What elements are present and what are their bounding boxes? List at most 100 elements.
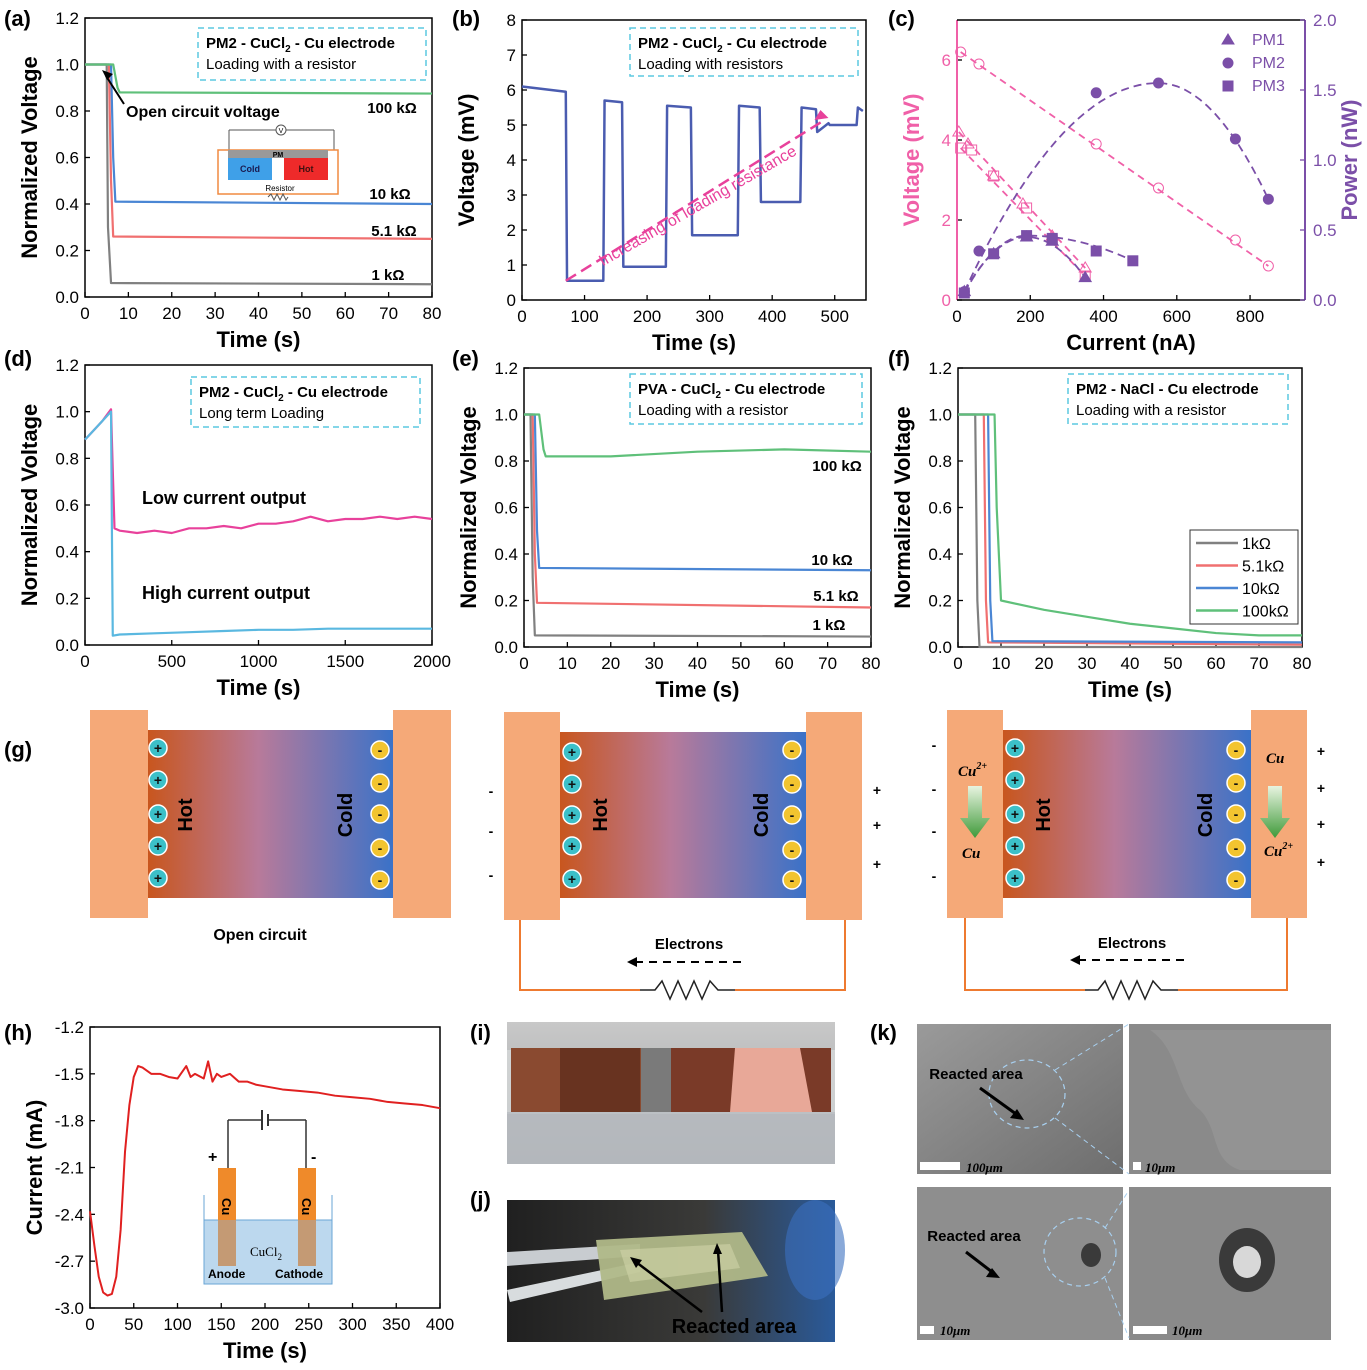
minus-sign: -: [489, 867, 494, 883]
minus-sign: -: [790, 842, 795, 858]
y-tick-label: -3.0: [55, 1299, 84, 1318]
y2-axis-label: Power (nW): [1337, 100, 1362, 221]
y-tick-label: 1: [507, 256, 516, 275]
y-tick-label: 0.0: [55, 288, 79, 307]
cation-icon: [562, 869, 582, 889]
minus-sign: -: [932, 823, 937, 839]
x-tick-label: 250: [295, 1315, 323, 1334]
x-tick-label: 150: [207, 1315, 235, 1334]
cold-label: Cold: [751, 793, 773, 837]
annotation-ocv: Open circuit voltage: [126, 104, 280, 121]
legend-box: [197, 27, 427, 81]
inset-electrolysis-h: + - Cu Cu CuCl2 Anode Cathode: [203, 1110, 333, 1285]
minus-sign: -: [790, 872, 795, 888]
x-tick-label: 50: [731, 654, 750, 673]
marker-circle: [973, 245, 985, 257]
plus-sign: +: [1317, 816, 1325, 832]
anion-icon: [1226, 773, 1246, 793]
y-tick-label: -1.2: [55, 1018, 84, 1037]
resistor-icon: [640, 979, 735, 1001]
marker-square: [1090, 245, 1102, 257]
cation-icon: [1005, 868, 1025, 888]
x-tick-label: 40: [249, 304, 268, 323]
inset-device-a: V PM Cold Hot Resistor: [217, 124, 339, 202]
minus-sign: -: [1234, 806, 1239, 822]
marker-circle: [1152, 77, 1164, 89]
label-high-current: High current output: [142, 583, 310, 603]
y-tick-label: 0.0: [55, 636, 79, 655]
chart-d: 0 500 1000 1500 2000 0.0 0.2 0.4 0.6 0.8 1.0 1.2 Tim…: [17, 356, 451, 700]
plus-sign: +: [1317, 780, 1325, 796]
x-tick-label: 80: [423, 304, 442, 323]
label-10k: 10 kΩ: [811, 552, 852, 569]
minus-sign: -: [932, 781, 937, 797]
cu-label-right: Cu: [1266, 751, 1284, 767]
cation-icon: [148, 868, 168, 888]
label-100k: 100 kΩ: [812, 458, 862, 475]
series-line: [89, 1060, 441, 1297]
anion-icon: [370, 870, 390, 890]
y-tick-label: 0.4: [494, 545, 518, 564]
wire-left: [519, 920, 640, 991]
cu2-label-right: Cu2+: [1264, 841, 1293, 860]
y-axis-label: Voltage (mV): [899, 94, 924, 227]
minus-sign: -: [1234, 742, 1239, 758]
x-axis-label: Time (s): [217, 327, 301, 352]
x-tick-label: 10: [992, 654, 1011, 673]
cation-icon: [148, 770, 168, 790]
plus-sign: +: [568, 871, 576, 887]
x-tick-label: 500: [821, 307, 849, 326]
photo-i: [507, 1022, 835, 1164]
sem-top-left: [917, 1024, 1123, 1174]
ion-markers: + + + + + - - - - - + + + + + - - - - - + + + + + - - - - - - - - + + + - - - -…: [148, 737, 1325, 890]
y-tick-label: -2.7: [55, 1252, 84, 1271]
x-tick-label: 100: [570, 307, 598, 326]
polymer-bar: [1003, 730, 1251, 898]
legend-entry: 1kΩ: [1242, 536, 1271, 553]
anion-icon: [370, 804, 390, 824]
marker-circle: [1222, 57, 1234, 69]
cu2-label-left: Cu2+: [958, 761, 987, 780]
y-tick-label: -1.8: [55, 1112, 84, 1131]
y-tick-label: 0: [507, 291, 516, 310]
chart-e: 0 10 20 30 40 50 60 70 80 0.0 0.2 0.4 0.6 0.8 1.0 1.2 Ti…: [456, 359, 880, 702]
y-axis-label: Current (mA): [22, 1100, 47, 1236]
plus-sign: +: [873, 856, 881, 872]
anion-icon: [1226, 838, 1246, 858]
legend-frame: [1189, 529, 1299, 625]
plus-sign: +: [568, 744, 576, 760]
resistor-icon: [267, 192, 289, 202]
anion-icon: [782, 805, 802, 825]
x-tick-label: 30: [645, 654, 664, 673]
marker-square: [988, 170, 1000, 182]
minus-sign: -: [378, 742, 383, 758]
y-tick-label: 1.0: [55, 403, 79, 422]
y-tick-label: 0.2: [55, 589, 79, 608]
x-tick-label: 300: [338, 1315, 366, 1334]
voltage-fit-line: [960, 51, 1269, 267]
x-tick-label: 30: [206, 304, 225, 323]
panel-label-g: (g): [4, 737, 32, 762]
plus-sign: +: [1011, 806, 1019, 822]
anion-icon: [782, 740, 802, 760]
trend-arrow: [565, 120, 823, 282]
y-tick-label: 0.8: [55, 102, 79, 121]
y2-tick-label: 1.0: [1313, 151, 1337, 170]
cation-icon: [148, 804, 168, 824]
y-axis-label: Normalized Voltage: [890, 406, 915, 609]
box-title: PM2 - CuCl2 - Cu electrode: [199, 384, 388, 404]
marker-circle: [955, 46, 967, 58]
minus-sign: -: [932, 737, 937, 753]
chart-b: 0 100 200 300 400 500 0 1 2 3 4 5 6 7 8 Time (s) Voltage…: [454, 11, 867, 355]
cation-icon: [1005, 836, 1025, 856]
minus-sign: -: [1234, 872, 1239, 888]
panel-label-b: (b): [452, 6, 480, 31]
x-tick-label: 400: [426, 1315, 454, 1334]
y-tick-label: 0.4: [928, 545, 952, 564]
x-tick-label: 20: [1035, 654, 1054, 673]
y-tick-label: 1.0: [928, 406, 952, 425]
plus-sign: +: [154, 870, 162, 886]
hot-label: Hot: [590, 798, 612, 832]
left-electrode: [504, 712, 560, 920]
